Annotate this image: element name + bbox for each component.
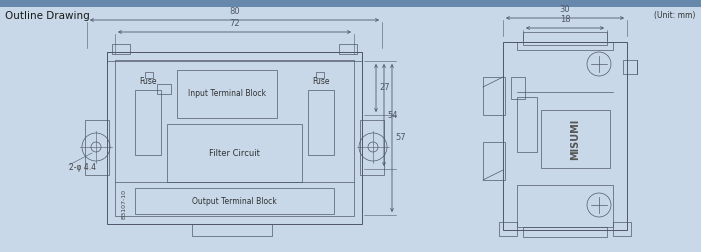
Bar <box>517 42 613 50</box>
Bar <box>0 0 701 7</box>
Text: 2-φ 4.4: 2-φ 4.4 <box>69 163 96 172</box>
Text: (Unit: mm): (Unit: mm) <box>653 11 695 20</box>
Text: Input Terminal Block: Input Terminal Block <box>188 89 266 99</box>
Bar <box>623 60 637 74</box>
Bar <box>483 77 505 115</box>
Bar <box>135 188 334 214</box>
Bar <box>541 110 610 168</box>
Text: Outline Drawing: Outline Drawing <box>5 11 90 21</box>
Bar <box>145 72 153 78</box>
Bar <box>192 224 272 236</box>
Bar <box>308 90 334 155</box>
Text: 72: 72 <box>229 19 240 28</box>
Bar <box>339 44 357 54</box>
Bar <box>107 52 362 61</box>
Bar <box>157 84 171 94</box>
Bar <box>517 97 537 152</box>
Bar <box>135 90 161 155</box>
Text: 80: 80 <box>229 7 240 16</box>
Bar <box>511 77 525 99</box>
Text: Output Terminal Block: Output Terminal Block <box>192 197 277 205</box>
Text: MISUMI: MISUMI <box>571 118 580 160</box>
Text: 18: 18 <box>559 15 571 24</box>
Bar <box>316 72 324 78</box>
Text: 27: 27 <box>379 83 390 92</box>
Bar <box>499 222 517 236</box>
Bar <box>523 227 607 237</box>
Text: 54: 54 <box>387 110 397 119</box>
Bar <box>107 52 362 224</box>
Bar <box>177 70 277 118</box>
Text: B3107-10: B3107-10 <box>121 189 126 219</box>
Text: Filter Circuit: Filter Circuit <box>209 148 260 158</box>
Bar <box>115 60 354 216</box>
Bar <box>483 142 505 180</box>
Bar <box>167 124 302 182</box>
Bar <box>503 42 627 230</box>
Bar <box>613 222 631 236</box>
Text: Fuse: Fuse <box>312 78 329 86</box>
Bar <box>523 32 607 45</box>
Text: Fuse: Fuse <box>139 78 157 86</box>
Bar <box>517 185 613 227</box>
Text: 57: 57 <box>395 134 406 142</box>
Bar <box>112 44 130 54</box>
Bar <box>85 120 109 175</box>
Text: 30: 30 <box>559 5 571 14</box>
Bar <box>360 120 384 175</box>
